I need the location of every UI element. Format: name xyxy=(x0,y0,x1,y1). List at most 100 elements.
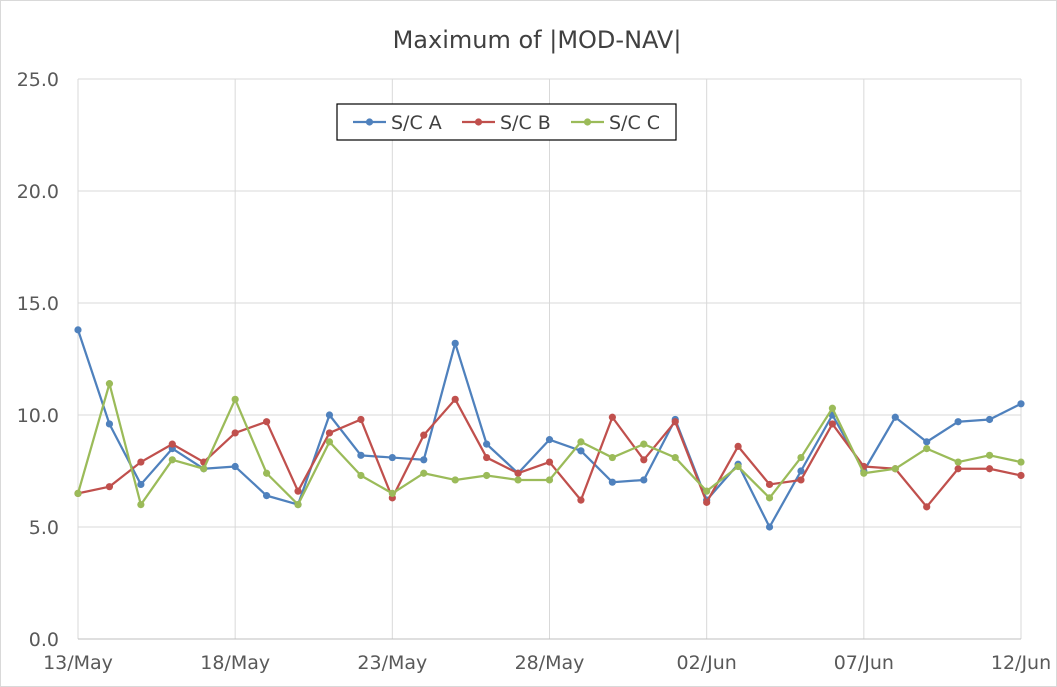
data-point xyxy=(420,469,428,477)
data-point xyxy=(263,418,271,426)
x-tick-label: 28/May xyxy=(515,652,585,674)
data-point xyxy=(765,523,774,531)
data-point xyxy=(671,418,679,426)
data-point xyxy=(325,411,334,419)
data-point xyxy=(231,395,239,403)
data-point xyxy=(828,404,837,412)
data-point xyxy=(200,465,208,473)
series-2 xyxy=(74,380,1025,509)
data-point xyxy=(640,456,648,464)
data-point xyxy=(1017,471,1025,480)
legend-swatch-marker xyxy=(474,118,483,126)
x-tick-label: 07/Jun xyxy=(834,652,894,674)
data-point xyxy=(514,469,522,477)
y-tick-label: 25.0 xyxy=(17,69,59,91)
data-point xyxy=(357,471,365,480)
data-point xyxy=(985,451,994,459)
gridlines xyxy=(77,78,1022,640)
data-point xyxy=(608,478,616,486)
data-point xyxy=(294,487,302,495)
data-point xyxy=(231,462,239,471)
series-1 xyxy=(74,395,1025,511)
data-point xyxy=(545,458,554,466)
data-point xyxy=(137,480,145,489)
data-point xyxy=(671,453,679,462)
data-point xyxy=(483,471,491,480)
data-point xyxy=(891,465,899,473)
legend: S/C A S/C B S/C C xyxy=(336,103,677,141)
data-point xyxy=(137,458,145,466)
data-point xyxy=(765,494,774,502)
data-point xyxy=(954,458,962,466)
data-point xyxy=(797,453,805,462)
data-point xyxy=(168,440,176,448)
data-point xyxy=(105,380,114,388)
data-point xyxy=(1017,458,1025,466)
data-point xyxy=(325,429,334,437)
data-point xyxy=(105,483,114,491)
legend-item: S/C B xyxy=(462,112,551,134)
y-tick-label: 15.0 xyxy=(17,293,59,315)
data-point xyxy=(451,339,459,347)
x-tick-label: 13/May xyxy=(43,652,113,674)
data-point xyxy=(263,492,271,500)
y-tick-label: 0.0 xyxy=(29,629,59,651)
x-tick-label: 12/Jun xyxy=(991,652,1051,674)
data-point xyxy=(483,453,491,462)
x-tick-label: 23/May xyxy=(357,652,427,674)
data-point xyxy=(923,438,931,446)
data-point xyxy=(545,436,554,444)
data-point xyxy=(765,480,774,489)
data-point xyxy=(1017,400,1025,408)
legend-swatch-marker xyxy=(365,118,374,126)
data-point xyxy=(860,469,868,477)
data-point xyxy=(357,451,365,459)
data-point xyxy=(420,431,428,439)
data-point xyxy=(168,456,176,464)
legend-label: S/C C xyxy=(609,112,660,134)
data-point xyxy=(357,415,365,424)
data-point xyxy=(608,413,616,421)
data-point xyxy=(294,501,302,509)
data-point xyxy=(263,469,271,477)
data-point xyxy=(325,438,334,446)
data-point xyxy=(640,476,648,484)
data-point xyxy=(483,440,491,448)
legend-box xyxy=(336,103,677,141)
y-tick-label: 20.0 xyxy=(17,181,59,203)
data-point xyxy=(954,465,962,473)
data-point xyxy=(545,476,554,484)
x-tick-label: 18/May xyxy=(200,652,270,674)
y-tick-label: 5.0 xyxy=(29,517,59,539)
data-point xyxy=(703,498,711,506)
data-point xyxy=(388,489,396,497)
data-point xyxy=(703,487,711,495)
y-tick-label: 10.0 xyxy=(17,405,59,427)
data-point xyxy=(577,496,585,504)
data-point xyxy=(451,476,459,484)
data-point xyxy=(891,413,899,421)
x-axis: 13/May 18/May 23/May 28/May 02/Jun 07/Jun 12/J… xyxy=(43,638,1051,674)
chart-title: Maximum of |MOD-NAV| xyxy=(393,26,682,54)
legend-item: S/C A xyxy=(353,112,442,134)
data-point xyxy=(985,415,994,424)
data-point xyxy=(797,467,805,475)
data-point xyxy=(74,326,82,334)
legend-swatch-marker xyxy=(583,118,592,126)
legend-item: S/C C xyxy=(571,112,660,134)
data-point xyxy=(734,462,742,471)
data-point xyxy=(640,440,648,448)
legend-label: S/C A xyxy=(391,112,442,134)
data-point xyxy=(451,395,459,403)
y-axis: 0.0 5.0 10.0 15.0 20.0 25.0 xyxy=(17,69,59,651)
data-point xyxy=(231,429,239,437)
data-point xyxy=(734,442,742,450)
data-point xyxy=(608,453,616,462)
data-point xyxy=(74,489,82,497)
series-group xyxy=(74,326,1025,531)
data-point xyxy=(577,447,585,455)
data-point xyxy=(985,465,994,473)
data-point xyxy=(797,476,805,484)
data-point xyxy=(514,476,522,484)
